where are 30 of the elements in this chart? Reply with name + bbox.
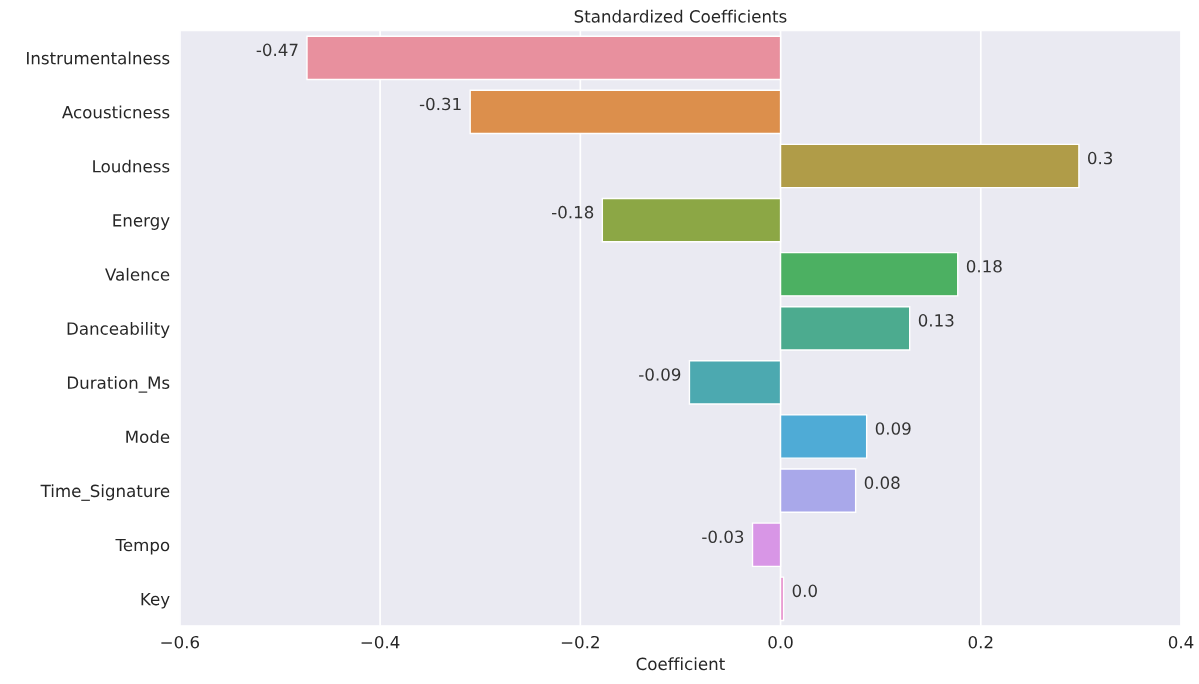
data-label: 0.08 xyxy=(864,476,900,489)
data-label: -0.09 xyxy=(639,368,681,381)
data-label: 0.0 xyxy=(792,584,817,598)
y-tick-label: Duration_Ms xyxy=(67,376,170,393)
x-tick-label: 0.0 xyxy=(768,635,793,649)
y-tick-label: Instrumentalness xyxy=(27,51,170,65)
y-tick-label: Loudness xyxy=(93,159,170,173)
data-label: -0.18 xyxy=(552,205,594,219)
y-tick-label: Mode xyxy=(126,430,170,444)
y-tick-label: Valence xyxy=(105,267,170,281)
data-label: 0.09 xyxy=(875,422,911,435)
x-tick-label: 0.2 xyxy=(968,635,993,649)
data-label: -0.31 xyxy=(419,97,461,111)
y-tick-label: Time_Signature xyxy=(40,484,170,501)
x-tick-label: 0.4 xyxy=(1168,635,1194,649)
x-tick-label: −0.2 xyxy=(561,635,599,649)
y-tick-label: Tempo xyxy=(115,538,170,555)
y-tick-label: Acousticness xyxy=(62,105,170,119)
chart-title: Standardized Coefficients xyxy=(574,9,787,23)
y-tick-label: Energy xyxy=(113,214,170,230)
y-tick-label: Danceability xyxy=(67,321,170,339)
data-label: 0.18 xyxy=(966,259,1002,273)
x-tick-label: −0.6 xyxy=(161,635,200,649)
x-axis-title: Coefficient xyxy=(636,657,725,671)
y-tick-label: Key xyxy=(141,592,170,609)
data-label: -0.03 xyxy=(702,530,744,544)
data-label: 0.13 xyxy=(918,314,954,327)
x-tick-label: −0.4 xyxy=(361,635,400,649)
data-label: -0.47 xyxy=(256,43,298,57)
data-label: 0.3 xyxy=(1088,151,1113,165)
